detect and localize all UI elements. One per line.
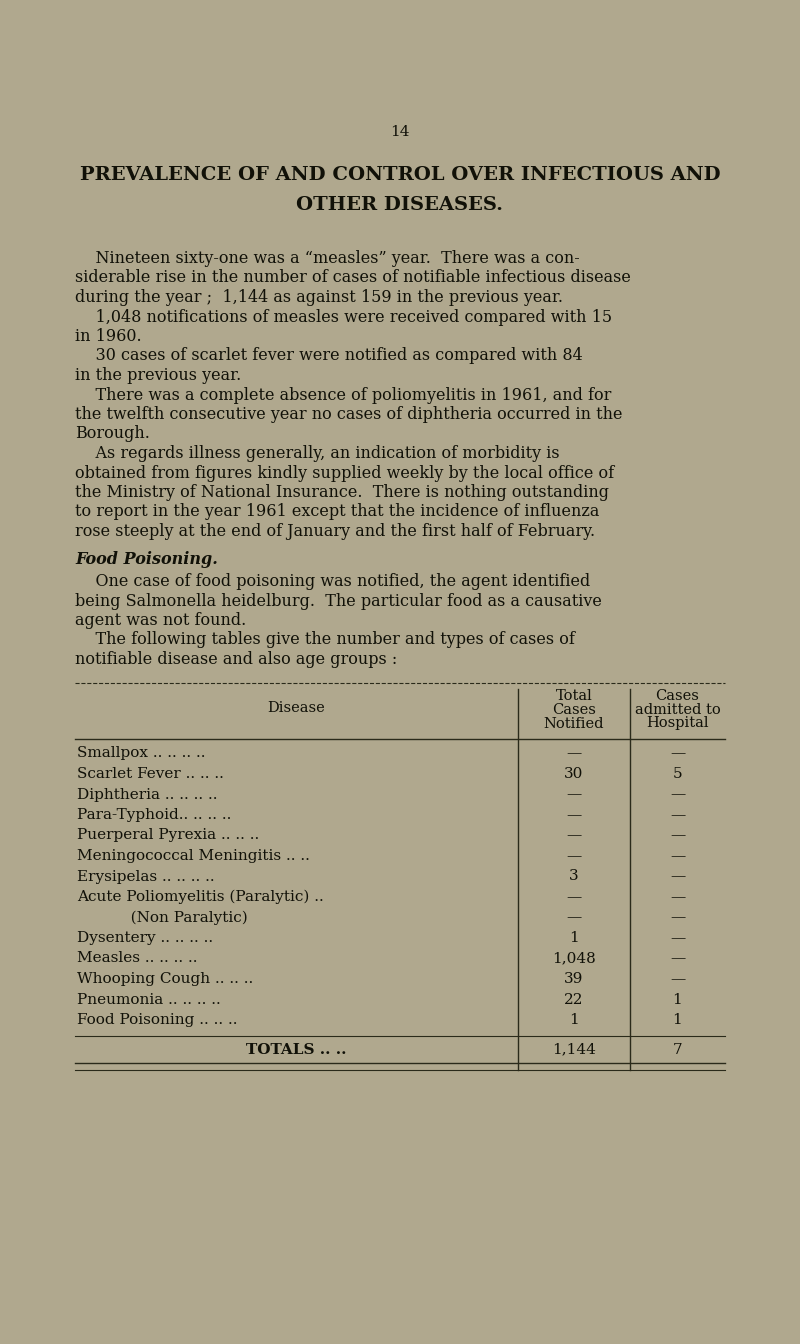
Text: —: — — [670, 952, 685, 965]
Text: in the previous year.: in the previous year. — [75, 367, 242, 384]
Text: —: — — [670, 828, 685, 843]
Text: Scarlet Fever .. .. ..: Scarlet Fever .. .. .. — [77, 767, 224, 781]
Text: the Ministry of National Insurance.  There is nothing outstanding: the Ministry of National Insurance. Ther… — [75, 484, 609, 501]
Text: —: — — [670, 746, 685, 761]
Text: As regards illness generally, an indication of morbidity is: As regards illness generally, an indicat… — [75, 445, 560, 462]
Text: 7: 7 — [673, 1043, 682, 1056]
Text: Erysipelas .. .. .. ..: Erysipelas .. .. .. .. — [77, 870, 214, 883]
Text: Nineteen sixty-one was a “measles” year.  There was a con-: Nineteen sixty-one was a “measles” year.… — [75, 250, 580, 267]
Text: Hospital: Hospital — [646, 716, 709, 731]
Text: Food Poisoning .. .. ..: Food Poisoning .. .. .. — [77, 1013, 238, 1027]
Text: 14: 14 — [390, 125, 410, 138]
Text: —: — — [566, 788, 582, 801]
Text: TOTALS .. ..: TOTALS .. .. — [246, 1043, 346, 1056]
Text: 30: 30 — [564, 767, 584, 781]
Text: being Salmonella heidelburg.  The particular food as a causative: being Salmonella heidelburg. The particu… — [75, 593, 602, 609]
Text: 1: 1 — [569, 931, 579, 945]
Text: —: — — [566, 890, 582, 905]
Text: Smallpox .. .. .. ..: Smallpox .. .. .. .. — [77, 746, 206, 761]
Text: 5: 5 — [673, 767, 682, 781]
Text: 39: 39 — [564, 972, 584, 986]
Text: obtained from figures kindly supplied weekly by the local office of: obtained from figures kindly supplied we… — [75, 465, 614, 481]
Text: agent was not found.: agent was not found. — [75, 612, 246, 629]
Text: to report in the year 1961 except that the incidence of influenza: to report in the year 1961 except that t… — [75, 504, 599, 520]
Text: One case of food poisoning was notified, the agent identified: One case of food poisoning was notified,… — [75, 573, 590, 590]
Text: Dysentery .. .. .. ..: Dysentery .. .. .. .. — [77, 931, 213, 945]
Text: Whooping Cough .. .. ..: Whooping Cough .. .. .. — [77, 972, 254, 986]
Text: Meningococcal Meningitis .. ..: Meningococcal Meningitis .. .. — [77, 849, 310, 863]
Text: —: — — [670, 931, 685, 945]
Text: during the year ;  1,144 as against 159 in the previous year.: during the year ; 1,144 as against 159 i… — [75, 289, 563, 306]
Text: 22: 22 — [564, 992, 584, 1007]
Text: Cases: Cases — [655, 688, 699, 703]
Text: —: — — [670, 849, 685, 863]
Text: —: — — [566, 849, 582, 863]
Text: siderable rise in the number of cases of notifiable infectious disease: siderable rise in the number of cases of… — [75, 270, 631, 286]
Text: —: — — [566, 910, 582, 925]
Text: 1: 1 — [673, 1013, 682, 1027]
Text: —: — — [566, 828, 582, 843]
Text: the twelfth consecutive year no cases of diphtheria occurred in the: the twelfth consecutive year no cases of… — [75, 406, 622, 423]
Text: Diphtheria .. .. .. ..: Diphtheria .. .. .. .. — [77, 788, 218, 801]
Text: 1,048: 1,048 — [552, 952, 596, 965]
Text: Total: Total — [556, 688, 592, 703]
Text: admitted to: admitted to — [634, 703, 720, 716]
Text: Measles .. .. .. ..: Measles .. .. .. .. — [77, 952, 198, 965]
Text: Borough.: Borough. — [75, 426, 150, 442]
Text: Cases: Cases — [552, 703, 596, 716]
Text: 1: 1 — [569, 1013, 579, 1027]
Text: There was a complete absence of poliomyelitis in 1961, and for: There was a complete absence of poliomye… — [75, 387, 611, 403]
Text: (Non Paralytic): (Non Paralytic) — [77, 910, 248, 925]
Text: —: — — [566, 746, 582, 761]
Text: 1,144: 1,144 — [552, 1043, 596, 1056]
Text: Acute Poliomyelitis (Paralytic) ..: Acute Poliomyelitis (Paralytic) .. — [77, 890, 324, 905]
Text: Disease: Disease — [268, 702, 326, 715]
Text: OTHER DISEASES.: OTHER DISEASES. — [297, 196, 503, 214]
Text: —: — — [670, 890, 685, 905]
Text: Food Poisoning.: Food Poisoning. — [75, 551, 218, 567]
Text: 1: 1 — [673, 992, 682, 1007]
Text: The following tables give the number and types of cases of: The following tables give the number and… — [75, 632, 575, 649]
Text: notifiable disease and also age groups :: notifiable disease and also age groups : — [75, 650, 398, 668]
Text: —: — — [670, 808, 685, 823]
Text: —: — — [670, 910, 685, 925]
Text: —: — — [670, 870, 685, 883]
Text: 3: 3 — [569, 870, 579, 883]
Text: in 1960.: in 1960. — [75, 328, 142, 345]
Text: 1,048 notifications of measles were received compared with 15: 1,048 notifications of measles were rece… — [75, 309, 612, 325]
Text: Para-Typhoid.. .. .. ..: Para-Typhoid.. .. .. .. — [77, 808, 231, 823]
Text: —: — — [670, 972, 685, 986]
Text: 30 cases of scarlet fever were notified as compared with 84: 30 cases of scarlet fever were notified … — [75, 348, 582, 364]
Text: Notified: Notified — [544, 716, 604, 731]
Text: Pneumonia .. .. .. ..: Pneumonia .. .. .. .. — [77, 992, 221, 1007]
Text: PREVALENCE OF AND CONTROL OVER INFECTIOUS AND: PREVALENCE OF AND CONTROL OVER INFECTIOU… — [80, 167, 720, 184]
Text: rose steeply at the end of January and the first half of February.: rose steeply at the end of January and t… — [75, 523, 595, 540]
Text: Puerperal Pyrexia .. .. ..: Puerperal Pyrexia .. .. .. — [77, 828, 259, 843]
Text: —: — — [566, 808, 582, 823]
Text: —: — — [670, 788, 685, 801]
